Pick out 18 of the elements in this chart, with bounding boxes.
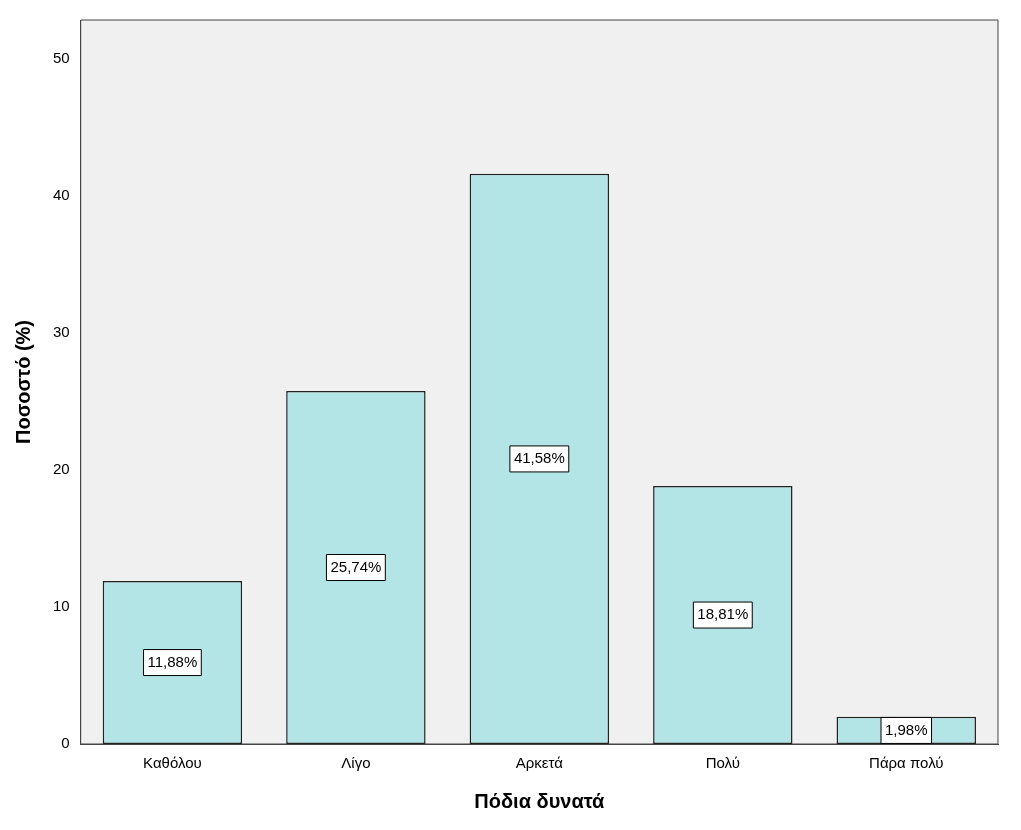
y-tick-label: 0 <box>61 734 70 752</box>
x-axis-title: Πόδια δυνατά <box>474 789 606 812</box>
x-tick-label: Πολύ <box>705 754 740 772</box>
y-tick-label: 50 <box>53 48 70 66</box>
data-label: 1,98% <box>884 720 928 738</box>
x-tick-label: Καθόλου <box>143 754 202 772</box>
data-label: 25,74% <box>330 557 382 575</box>
data-label: 11,88% <box>147 652 198 670</box>
x-tick-label: Λίγο <box>341 754 371 772</box>
x-tick-label: Πάρα πολύ <box>869 754 944 772</box>
y-tick-label: 20 <box>53 459 70 477</box>
y-axis-title: Ποσοστό (%) <box>11 319 34 445</box>
y-tick-label: 10 <box>53 597 70 615</box>
data-label: 41,58% <box>513 449 565 467</box>
x-tick-label: Αρκετά <box>515 754 564 772</box>
y-tick-label: 30 <box>53 322 70 340</box>
data-label: 18,81% <box>697 605 749 623</box>
y-tick-label: 40 <box>53 185 70 203</box>
